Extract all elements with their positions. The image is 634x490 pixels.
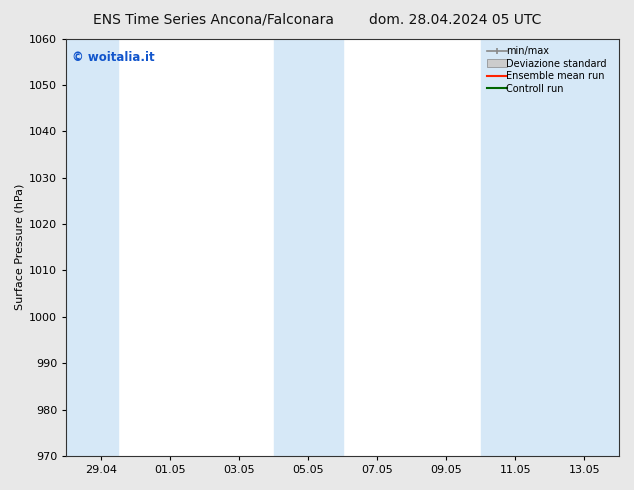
Y-axis label: Surface Pressure (hPa): Surface Pressure (hPa) [15, 184, 25, 311]
Bar [481, 39, 619, 456]
Bar [274, 39, 342, 456]
Text: ENS Time Series Ancona/Falconara        dom. 28.04.2024 05 UTC: ENS Time Series Ancona/Falconara dom. 28… [93, 12, 541, 26]
Legend: min/max, Deviazione standard, Ensemble mean run, Controll run: min/max, Deviazione standard, Ensemble m… [484, 44, 614, 97]
Bar [67, 39, 118, 456]
Text: © woitalia.it: © woitalia.it [72, 51, 155, 64]
